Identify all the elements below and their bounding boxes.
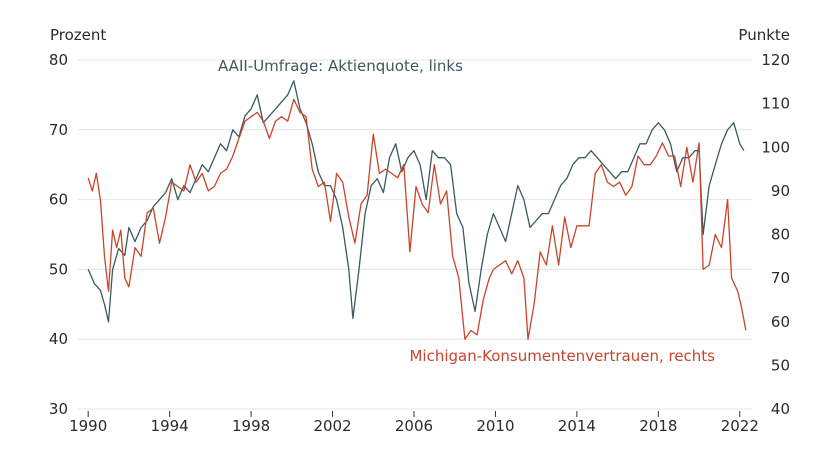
x-tick-label: 2018 <box>639 417 677 435</box>
right-tick-label: 110 <box>761 95 790 113</box>
aaii-series-line <box>87 80 745 323</box>
x-tick-label: 2022 <box>721 417 759 435</box>
right-tick-label: 80 <box>771 226 790 244</box>
right-tick-label: 70 <box>771 269 790 287</box>
left-tick-label: 80 <box>49 51 68 69</box>
x-tick-label: 2006 <box>395 417 433 435</box>
x-tick-label: 2002 <box>313 417 351 435</box>
series-lines <box>87 80 747 340</box>
x-tick-label: 2014 <box>558 417 596 435</box>
x-tick-label: 1994 <box>151 417 189 435</box>
gridlines <box>78 59 752 410</box>
left-tick-label: 40 <box>49 330 68 348</box>
aaii-series-annotation: AAII-Umfrage: Aktienquote, links <box>218 57 463 75</box>
right-tick-label: 60 <box>771 313 790 331</box>
axes: 30 40 50 60 70 80 40 50 60 70 80 90 100 110 120 1990 199… <box>49 51 790 435</box>
right-axis-label: Punkte <box>738 26 790 44</box>
right-tick-label: 40 <box>771 400 790 418</box>
left-axis-label: Prozent <box>50 26 106 44</box>
left-tick-label: 60 <box>49 191 68 209</box>
x-tick-label: 1990 <box>69 417 107 435</box>
right-tick-label: 100 <box>761 138 790 156</box>
right-tick-label: 50 <box>771 356 790 374</box>
left-tick-label: 30 <box>49 400 68 418</box>
left-tick-label: 70 <box>49 121 68 139</box>
right-tick-label: 90 <box>771 182 790 200</box>
right-tick-label: 120 <box>761 51 790 69</box>
michigan-series-annotation: Michigan-Konsumentenvertrauen, rechts <box>409 347 715 365</box>
michigan-series-line <box>87 98 747 340</box>
x-tick-label: 2010 <box>476 417 514 435</box>
left-tick-label: 50 <box>49 260 68 278</box>
x-tick-label: 1998 <box>232 417 270 435</box>
